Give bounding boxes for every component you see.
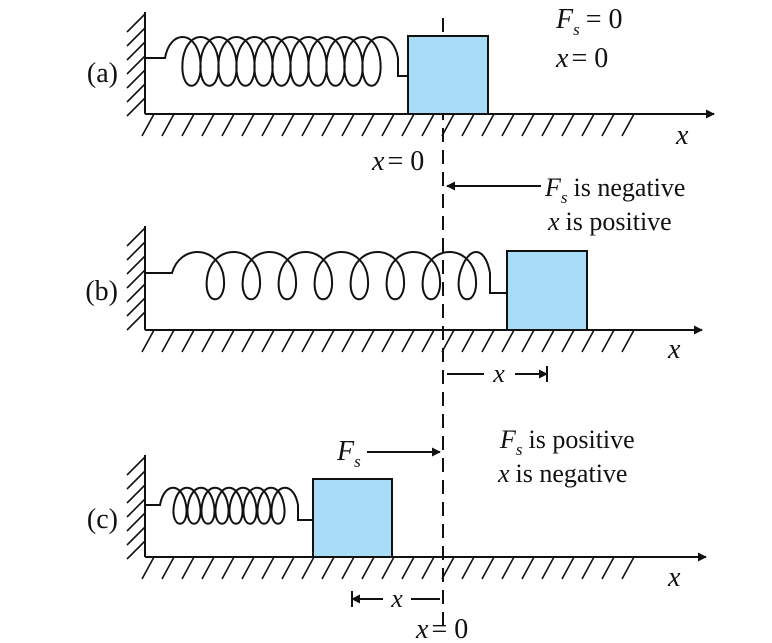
panel-a-position-text: x = 0 — [555, 43, 608, 74]
panel-a: (a) Fs = 0 x = 0 x x = 0 — [87, 4, 715, 177]
panel-c-arrow-force-label: Fs — [336, 436, 361, 471]
panel-c-axis-label: x — [667, 562, 681, 593]
panel-a-axis-label: x — [675, 120, 689, 151]
panel-b-axis-label: x — [667, 334, 681, 365]
equilibrium-label-top: x = 0 — [371, 146, 424, 177]
panel-b-block — [506, 250, 588, 331]
panel-c: Fs is positive x is negative Fs (c) x x x =… — [87, 425, 707, 643]
panel-a-floor-hatch — [141, 113, 635, 137]
panel-b-position-text: x is positive — [547, 207, 672, 236]
panel-c-force-text: Fs is positive — [499, 425, 635, 459]
panel-b-floor-hatch — [141, 329, 635, 353]
panel-c-position-text: x is negative — [497, 459, 627, 488]
panel-b-label: (b) — [85, 276, 118, 307]
panel-a-wall-hatch — [126, 13, 146, 117]
panel-c-label: (c) — [87, 504, 118, 535]
panel-a-label: (a) — [87, 58, 118, 89]
panel-c-displacement-label: x — [390, 584, 403, 613]
panel-c-floor-hatch — [141, 556, 635, 580]
panel-a-force-text: Fs = 0 — [555, 4, 623, 39]
panel-b-force-text: Fs is negative — [544, 173, 685, 207]
panel-c-block — [312, 478, 393, 558]
equilibrium-label-bottom: x = 0 — [415, 614, 468, 643]
panel-a-block — [407, 35, 489, 115]
panel-c-wall-hatch — [126, 456, 146, 560]
panel-a-spring — [145, 36, 408, 87]
panel-c-spring — [145, 486, 313, 525]
panel-b-spring — [145, 251, 507, 301]
panel-b-displacement-label: x — [492, 359, 505, 388]
panel-b-wall-hatch — [126, 227, 146, 331]
panel-b: Fs is negative x is positive (b) x x — [85, 173, 703, 388]
